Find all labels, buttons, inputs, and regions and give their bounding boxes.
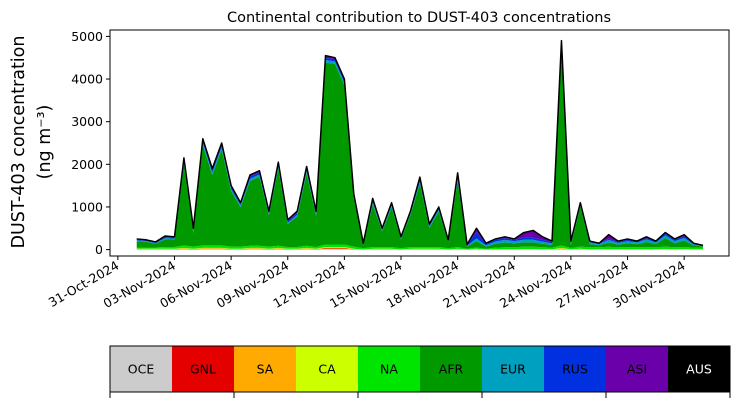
legend-swatch-aus: [668, 346, 730, 392]
legend-swatch-rus: [544, 346, 606, 392]
chart-title: Continental contribution to DUST-403 con…: [227, 10, 611, 26]
legend-swatch-gnl: [172, 346, 234, 392]
y-axis-label-line1: DUST-403 concentration: [9, 36, 29, 249]
legend-frame: [109, 345, 731, 393]
area-oce: [136, 248, 704, 250]
legend-swatch-afr: [420, 346, 482, 392]
legend-label-afr: AFR: [439, 362, 464, 377]
legend-swatch-sa: [234, 346, 296, 392]
area-sa: [136, 247, 704, 250]
legend-swatch-asi: [606, 346, 668, 392]
legend-label-asi: ASI: [627, 362, 647, 377]
legend-swatch-oce: [110, 346, 172, 392]
y-tick-label: 0: [95, 242, 103, 257]
y-tick-label: 3000: [71, 114, 103, 129]
total-line: [136, 39, 704, 247]
legend-swatch-ca: [296, 346, 358, 392]
legend-label-na: NA: [380, 362, 398, 377]
area-gnl: [136, 248, 704, 250]
legend-label-rus: RUS: [562, 362, 588, 377]
legend-swatch-na: [358, 346, 420, 392]
y-tick-label: 4000: [71, 72, 103, 87]
legend-label-aus: AUS: [686, 362, 712, 377]
plot-frame: [109, 29, 730, 257]
legend-label-gnl: GNL: [190, 362, 216, 377]
legend-label-sa: SA: [257, 362, 274, 377]
y-axis-label-line2: (ng m⁻³): [35, 105, 55, 180]
area-ca: [136, 247, 704, 250]
y-tick-label: 5000: [71, 29, 103, 44]
y-axis: 0 1000 2000 3000 4000 5000: [71, 29, 110, 257]
plot-area: [109, 29, 730, 257]
area-afr: [136, 49, 704, 249]
legend-swatch-eur: [482, 346, 544, 392]
area-na: [136, 244, 704, 250]
y-tick-label: 2000: [71, 157, 103, 172]
y-tick-label: 1000: [71, 199, 103, 214]
legend-colorbar: OCE GNL SA CA NA AFR EUR RUS ASI AUS: [109, 345, 731, 398]
legend-label-ca: CA: [318, 362, 336, 377]
legend-label-eur: EUR: [500, 362, 526, 377]
legend-label-oce: OCE: [128, 362, 155, 377]
x-axis: 31-Oct-202403-Nov-202406-Nov-202409-Nov-…: [46, 256, 688, 311]
